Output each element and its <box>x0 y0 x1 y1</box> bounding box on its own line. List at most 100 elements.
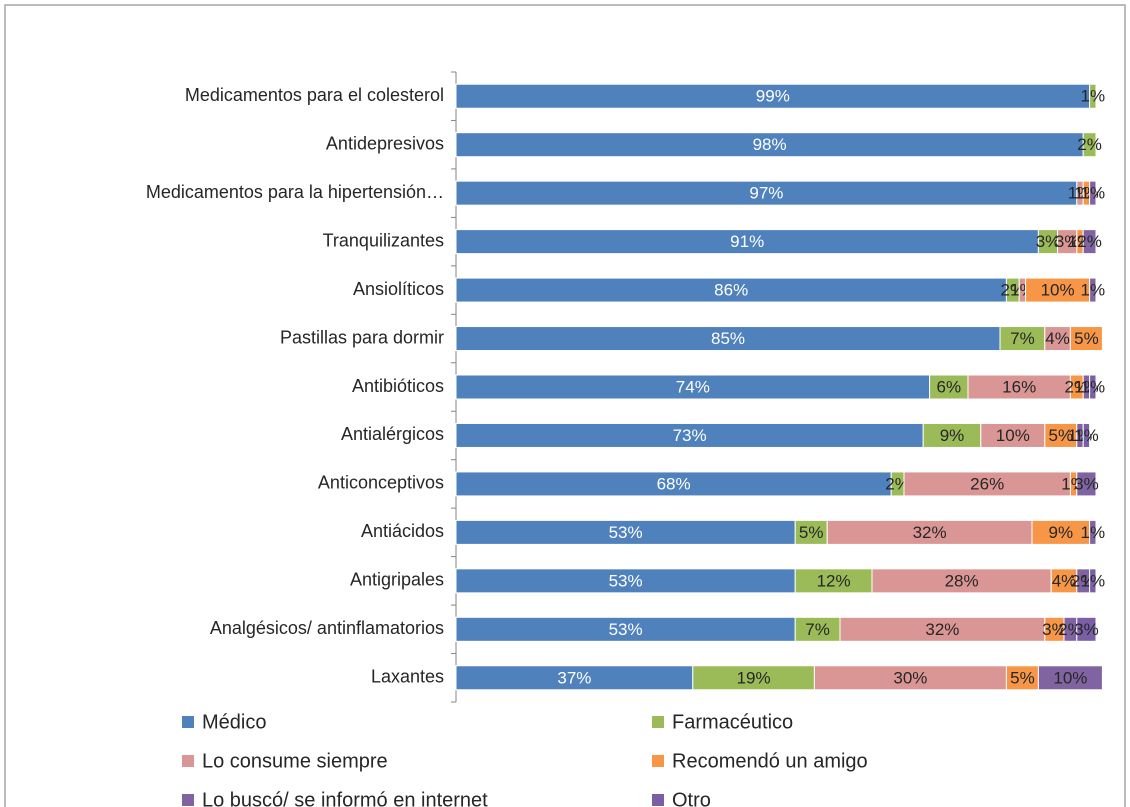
category-label: Antigripales <box>350 570 444 590</box>
data-label: 12% <box>817 571 851 590</box>
data-label: 3% <box>1074 474 1099 493</box>
data-label: 4% <box>1045 329 1070 348</box>
bar-segment <box>1082 132 1097 158</box>
bar-segment <box>1089 180 1097 206</box>
bar-segment <box>999 326 1046 352</box>
data-label: 7% <box>1010 329 1035 348</box>
legend-label: Farmacéutico <box>672 711 793 733</box>
bar-segment <box>1037 665 1103 691</box>
bar-segment <box>1076 471 1097 497</box>
bar-segment <box>1044 326 1071 352</box>
data-label: 97% <box>749 184 783 203</box>
bar-segment <box>1082 229 1097 255</box>
data-label: 5% <box>1010 668 1035 687</box>
data-label: 5% <box>1074 329 1099 348</box>
bar-segment <box>929 374 969 400</box>
data-label: 73% <box>673 426 707 445</box>
data-label: 68% <box>657 474 691 493</box>
legend-swatch <box>652 716 664 728</box>
data-label: 4% <box>1052 571 1077 590</box>
data-label: 2% <box>1077 232 1102 251</box>
data-label: 10% <box>1041 281 1075 300</box>
bar-segment <box>455 132 1084 158</box>
bar-segment <box>455 326 1001 352</box>
bar-segment <box>455 180 1078 206</box>
data-label: 1% <box>1081 281 1106 300</box>
category-label: Pastillas para dormir <box>280 327 444 347</box>
bar-segment <box>455 422 924 448</box>
category-label: Ansiolíticos <box>353 279 444 299</box>
data-label: 26% <box>970 474 1004 493</box>
legend-label: Lo buscó/ se informó en internet <box>202 789 488 807</box>
bar-segment <box>1069 326 1103 352</box>
legend-label: Médico <box>202 711 266 733</box>
legend-swatch <box>652 755 664 767</box>
bar-segment <box>794 519 828 545</box>
bar-segment <box>1044 422 1078 448</box>
category-label: Medicamentos para la hipertensión… <box>146 182 444 202</box>
data-label: 1% <box>1074 426 1099 445</box>
data-label: 16% <box>1002 377 1036 396</box>
legend-label: Recomendó un amigo <box>672 750 868 772</box>
category-label: Antialérgicos <box>341 424 444 444</box>
legend-swatch <box>182 794 194 806</box>
bar-segment <box>455 83 1091 109</box>
data-label: 9% <box>940 426 965 445</box>
data-label: 74% <box>676 377 710 396</box>
bar-segment <box>922 422 982 448</box>
data-label: 10% <box>996 426 1030 445</box>
data-label: 1% <box>1081 87 1106 106</box>
data-label: 32% <box>913 523 947 542</box>
data-label: 6% <box>937 377 962 396</box>
data-label: 1% <box>1081 523 1106 542</box>
bar-segment <box>455 665 694 691</box>
data-label: 32% <box>925 620 959 639</box>
data-label: 53% <box>609 523 643 542</box>
data-label: 99% <box>756 87 790 106</box>
data-label: 3% <box>1055 232 1080 251</box>
data-label: 37% <box>557 668 591 687</box>
data-label: 7% <box>805 620 830 639</box>
legend-label: Otro <box>672 789 711 807</box>
data-label: 5% <box>799 523 824 542</box>
category-label: Antibióticos <box>352 376 444 396</box>
data-label: 30% <box>893 668 927 687</box>
category-label: Antiácidos <box>361 521 444 541</box>
data-label: 86% <box>714 281 748 300</box>
category-label: Analgésicos/ antinflamatorios <box>210 618 444 638</box>
bar-segment <box>455 374 931 400</box>
data-label: 9% <box>1049 523 1074 542</box>
legend-swatch <box>182 716 194 728</box>
legend-swatch <box>182 755 194 767</box>
legend-label: Lo consume siempre <box>202 750 388 772</box>
data-label: 53% <box>609 620 643 639</box>
bar-segment <box>1005 665 1039 691</box>
bar-segment <box>794 616 841 642</box>
data-label: 1% <box>1081 377 1106 396</box>
data-label: 5% <box>1049 426 1074 445</box>
bar-segment <box>1089 568 1097 594</box>
data-label: 3% <box>1036 232 1061 251</box>
data-label: 53% <box>609 571 643 590</box>
bar-segment <box>455 277 1007 303</box>
data-label: 98% <box>753 135 787 154</box>
category-label: Antidepresivos <box>326 133 444 153</box>
data-label: 1% <box>1081 571 1106 590</box>
data-label: 3% <box>1074 620 1099 639</box>
bar-segment <box>1089 277 1097 303</box>
bar-segment <box>967 374 1071 400</box>
data-label: 91% <box>730 232 764 251</box>
data-label: 3% <box>1042 620 1067 639</box>
legend-swatch <box>652 794 664 806</box>
category-label: Medicamentos para el colesterol <box>185 85 444 105</box>
bar-segment <box>826 519 1033 545</box>
data-label: 85% <box>711 329 745 348</box>
bar-segment <box>1031 519 1091 545</box>
data-label: 19% <box>737 668 771 687</box>
bar-segment <box>1082 422 1091 448</box>
bar-segment <box>1089 519 1097 545</box>
bar-segment <box>455 616 796 642</box>
category-label: Laxantes <box>371 667 444 687</box>
category-label: Tranquilizantes <box>323 230 444 250</box>
